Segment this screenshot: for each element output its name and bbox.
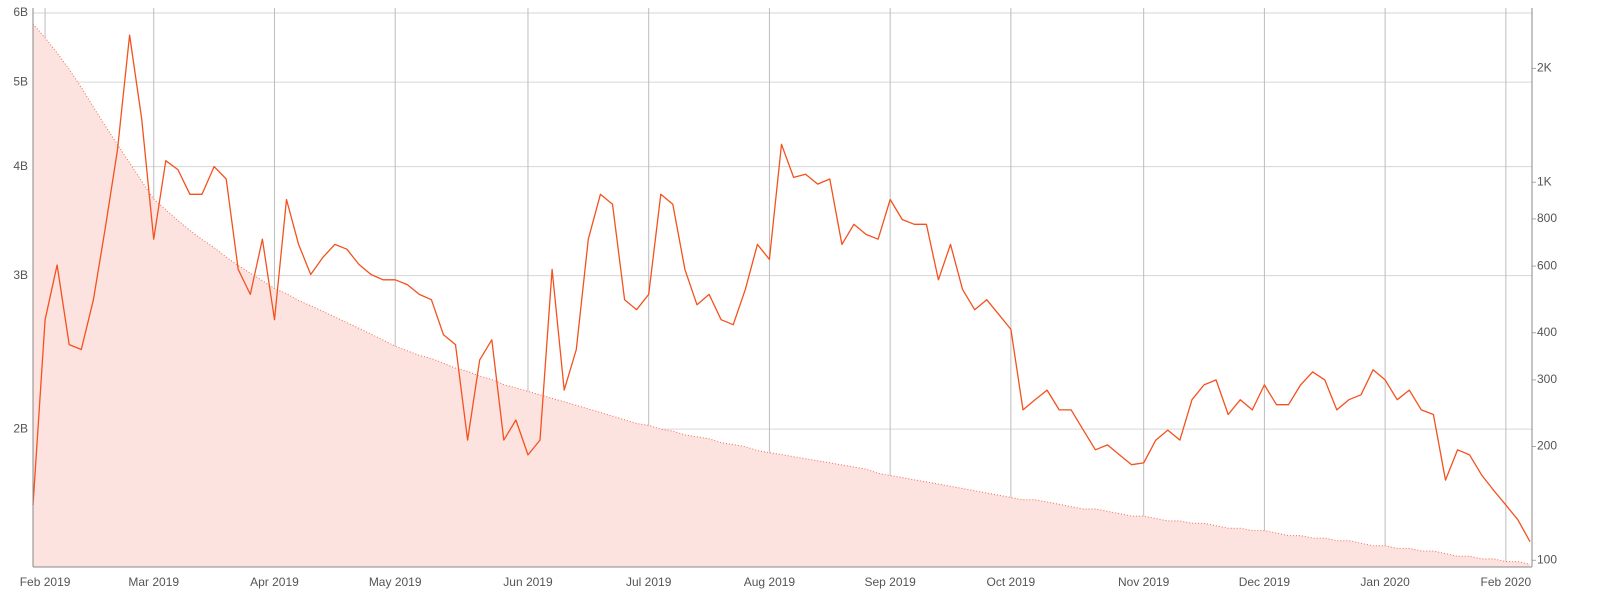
x-tick-label: Feb 2020 <box>1480 575 1531 589</box>
y-tick-label: 2B <box>13 421 28 435</box>
x-tick-label: Jul 2019 <box>626 575 672 589</box>
y2-tick-label: 1K <box>1537 174 1552 188</box>
line <box>32 34 1531 543</box>
x-tick-label: Jan 2020 <box>1360 575 1410 589</box>
x-tick-label: May 2019 <box>369 575 422 589</box>
y2-tick-label: 100 <box>1537 552 1557 566</box>
y2-tick-label: 300 <box>1537 372 1557 386</box>
x-tick-label: Dec 2019 <box>1239 575 1291 589</box>
y-tick-label: 4B <box>13 159 28 173</box>
y-tick-label: 5B <box>13 74 28 88</box>
area <box>33 23 1530 567</box>
x-tick-label: Apr 2019 <box>250 575 299 589</box>
x-tick-label: Sep 2019 <box>864 575 916 589</box>
y-tick-label: 3B <box>13 268 28 282</box>
x-tick-label: Aug 2019 <box>744 575 796 589</box>
y2-tick-label: 800 <box>1537 211 1557 225</box>
x-tick-label: Jun 2019 <box>503 575 553 589</box>
area-edge <box>32 23 1531 565</box>
x-tick-label: Nov 2019 <box>1118 575 1170 589</box>
y2-tick-label: 2K <box>1537 61 1552 75</box>
y2-tick-label: 400 <box>1537 325 1557 339</box>
x-tick-label: Feb 2019 <box>20 575 71 589</box>
y2-tick-label: 200 <box>1537 439 1557 453</box>
x-tick-label: Mar 2019 <box>128 575 179 589</box>
y-tick-label: 6B <box>13 5 28 19</box>
x-tick-label: Oct 2019 <box>987 575 1036 589</box>
y2-tick-label: 600 <box>1537 258 1557 272</box>
